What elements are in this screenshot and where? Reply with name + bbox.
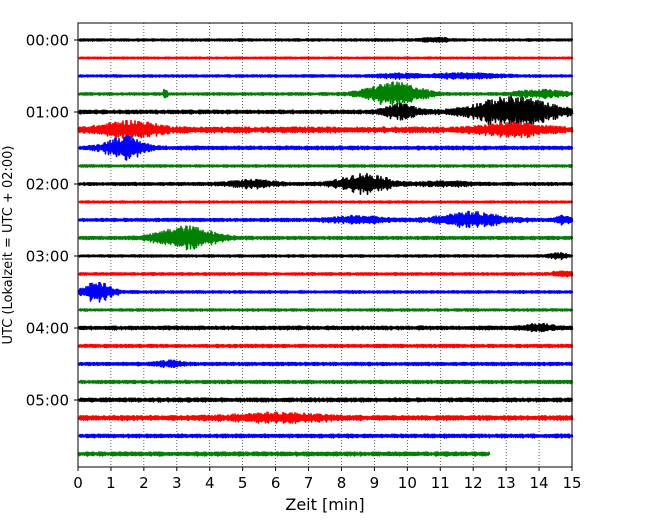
x-tick-label: 0 [73, 474, 83, 492]
y-tick-label: 03:00 [26, 248, 69, 266]
x-tick-label: 4 [205, 474, 215, 492]
trace-line [78, 451, 491, 457]
y-tick-label: 04:00 [26, 320, 69, 338]
x-tick-label: 7 [304, 474, 314, 492]
trace-line [78, 322, 574, 333]
trace-line [78, 172, 574, 196]
y-axis-ticks: 00:00 01:00 02:00 03:00 04:00 05:00 [26, 32, 78, 410]
trace-line [78, 200, 574, 204]
trace-line [78, 164, 574, 168]
y-axis-title: UTC (Lokalzeit = UTC + 02:00) [1, 146, 16, 345]
trace-line [78, 95, 574, 129]
trace-line [78, 81, 574, 107]
x-tick-label: 8 [337, 474, 347, 492]
seismic-traces [78, 36, 574, 457]
x-tick-label: 2 [139, 474, 149, 492]
trace-line [78, 36, 574, 43]
x-tick-label: 14 [530, 474, 549, 492]
trace-line [78, 281, 574, 303]
trace-line [78, 433, 574, 439]
x-tick-label: 1 [106, 474, 116, 492]
x-tick-label: 10 [398, 474, 417, 492]
y-tick-label: 05:00 [26, 392, 69, 410]
x-tick-label: 13 [497, 474, 516, 492]
trace-line [78, 225, 574, 251]
y-tick-label: 02:00 [26, 176, 69, 194]
x-tick-label: 11 [431, 474, 450, 492]
trace-line [78, 210, 574, 229]
trace-line [78, 119, 574, 140]
x-tick-label: 5 [238, 474, 248, 492]
y-tick-label: 01:00 [26, 104, 69, 122]
trace-line [78, 72, 574, 80]
x-tick-label: 3 [172, 474, 182, 492]
trace-line [78, 308, 574, 312]
trace-line [78, 270, 574, 278]
x-tick-label: 12 [464, 474, 483, 492]
trace-line [78, 359, 574, 369]
trace-line [78, 135, 574, 161]
x-tick-label: 6 [271, 474, 281, 492]
trace-line [78, 411, 574, 424]
trace-line [78, 343, 574, 349]
y-tick-label: 00:00 [26, 32, 69, 50]
x-axis-title: Zeit [min] [285, 495, 364, 514]
trace-line [78, 379, 574, 385]
trace-line [78, 251, 574, 261]
plot-frame [77, 22, 573, 468]
trace-line [78, 56, 574, 60]
x-axis-ticks: 0 1 2 3 4 5 6 7 8 9 10 11 12 13 14 15 [73, 467, 582, 492]
x-tick-label: 15 [562, 474, 581, 492]
trace-line [78, 397, 574, 403]
x-tick-label: 9 [370, 474, 380, 492]
